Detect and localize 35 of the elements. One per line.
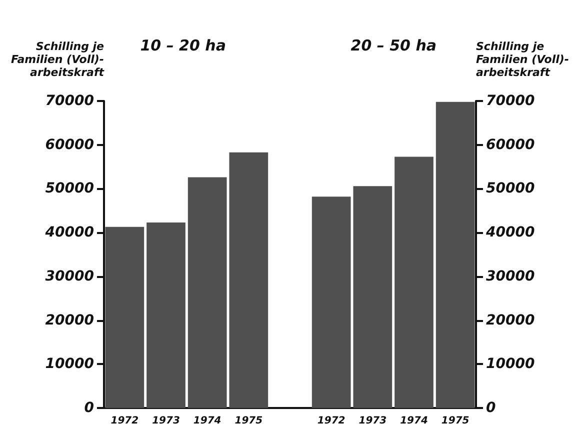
y2-axis-title: Schilling je Familien (Voll)- arbeitskraft (476, 40, 570, 79)
text: 20 – 50 ha (350, 36, 436, 54)
y2-tick-label: 10000 (486, 356, 535, 372)
x-tick-label: 1972 (110, 416, 139, 426)
x-tick-label: 1973 (358, 416, 387, 426)
y2-tick-label: 60000 (486, 136, 535, 153)
x-tick-label: 1975 (441, 416, 470, 426)
bar (353, 186, 392, 408)
bar (229, 152, 268, 408)
y2-tick-label: 50000 (486, 180, 535, 197)
y-tick-label: 40000 (44, 224, 94, 241)
bar (146, 222, 186, 408)
y-tick-label: 0 (84, 400, 94, 416)
text: 10 – 20 ha (140, 36, 226, 54)
x-tick-label: 1975 (234, 416, 263, 426)
y2-tick-label: 70000 (486, 93, 535, 109)
y-axis-title: Schilling je Familien (Voll)- arbeitskraft (10, 40, 105, 79)
bar (105, 226, 144, 408)
y2-tick-label: 20000 (486, 312, 535, 328)
y-tick-label: 30000 (45, 268, 94, 284)
x-tick-label: 1973 (152, 416, 180, 426)
y2-tick-label: 40000 (485, 224, 535, 241)
x-tick-label: 1972 (317, 416, 346, 426)
y2-tick-label: 30000 (486, 268, 535, 284)
y-tick-label: 70000 (45, 93, 94, 109)
y2-tick-label: 0 (486, 400, 496, 416)
y-tick-label: 60000 (45, 136, 94, 153)
y-tick-label: 10000 (45, 356, 94, 372)
x-tick-label: 1974 (400, 416, 428, 426)
y-tick-label: 20000 (45, 312, 94, 328)
bar (394, 156, 434, 408)
bar (312, 196, 351, 408)
x-tick-label: 1974 (193, 416, 222, 426)
y-tick-label: 50000 (45, 180, 94, 197)
bar (188, 177, 227, 408)
